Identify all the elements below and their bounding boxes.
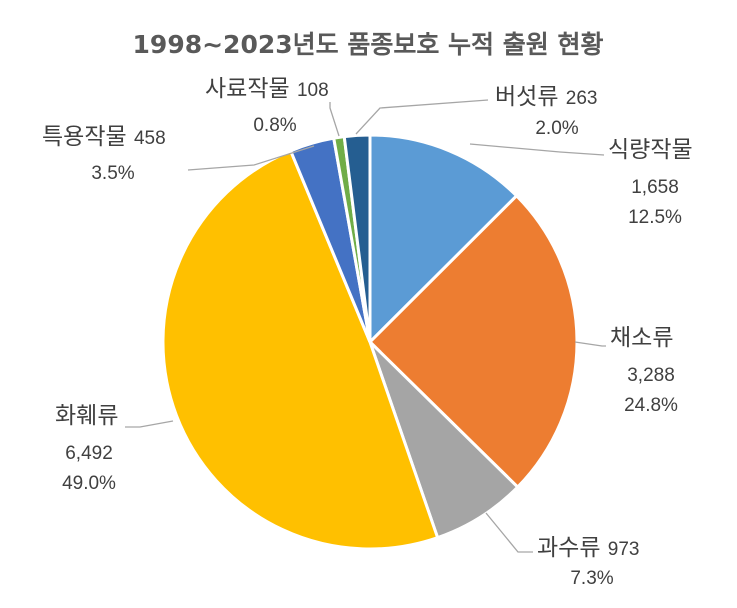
leader-line-6: [329, 102, 340, 137]
slice-label-value: 458: [134, 128, 166, 149]
leader-line-4: [125, 420, 174, 428]
slice-label-percent: 49.0%: [62, 473, 116, 494]
pie-slices: [161, 133, 579, 551]
leader-line-2: [574, 341, 606, 347]
slice-label-name: 버섯류: [495, 84, 566, 110]
pie-slice-1: [368, 133, 519, 346]
chart-title: 1998~2023년도 품종보호 누적 출원 현황: [133, 30, 604, 59]
slice-label-value: 3,288: [627, 365, 675, 386]
slice-label-value: 1,658: [631, 177, 679, 198]
slice-label-name-value: 특용작물 458: [42, 124, 166, 150]
slice-label-name: 특용작물: [42, 124, 134, 150]
slice-label-name: 화훼류: [55, 403, 118, 429]
slice-label-name: 채소류: [610, 325, 673, 351]
pie-slice-2: [367, 193, 579, 490]
slice-label-value: 108: [297, 80, 329, 101]
slice-label-percent: 7.3%: [570, 568, 613, 589]
slice-label-value: 263: [566, 88, 598, 109]
slice-label-value: 6,492: [65, 443, 113, 464]
leader-line-1: [469, 143, 605, 156]
slice-label-name-value: 버섯류 263: [495, 84, 598, 110]
slice-label-percent: 24.8%: [624, 395, 678, 416]
slice-label-name-value: 사료작물 108: [205, 76, 329, 102]
slice-label-name-value: 과수류 973: [537, 535, 640, 561]
slice-label-name: 식량작물: [608, 137, 693, 163]
slice-label-percent: 3.5%: [91, 163, 134, 184]
slice-label-name: 사료작물: [205, 76, 297, 102]
slice-label-name: 과수류: [537, 535, 608, 561]
slice-label-percent: 12.5%: [628, 207, 682, 228]
leader-line-7: [355, 99, 489, 135]
pie-slice-7: [342, 133, 372, 343]
slice-label-percent: 0.8%: [253, 115, 296, 136]
pie-slice-4: [161, 148, 440, 551]
data-labels: 식량작물 1,658 12.5% 채소류 3,288 24.8% 과수류 973 7.3% 화훼…: [42, 76, 693, 589]
slice-label-value: 973: [608, 539, 640, 560]
leader-line-5: [187, 145, 315, 171]
leader-lines: [125, 99, 606, 553]
leader-line-3: [485, 512, 533, 553]
slice-label-percent: 2.0%: [535, 118, 578, 139]
